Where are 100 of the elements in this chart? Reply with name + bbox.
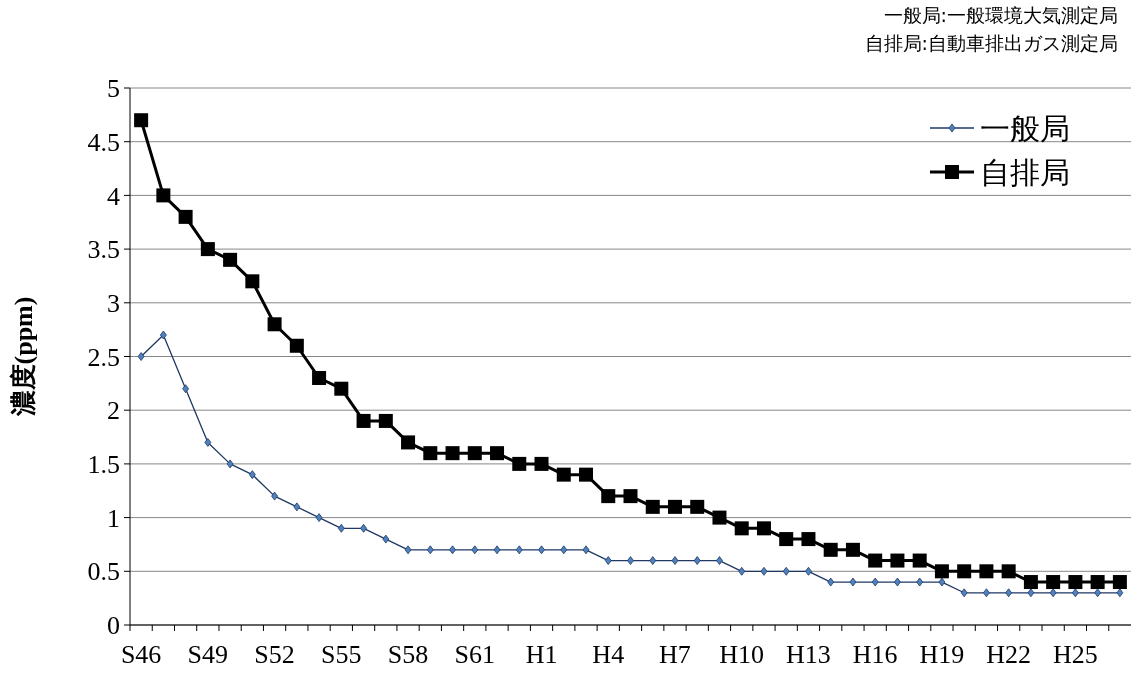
text: 自排局:自動車排出ガス測定局 <box>864 32 1118 54</box>
point <box>426 545 434 555</box>
point <box>356 413 371 428</box>
point <box>248 470 256 480</box>
x-tick-label: S49 <box>187 640 229 669</box>
point <box>845 542 860 557</box>
point <box>334 381 349 396</box>
x-tick-label: S55 <box>321 640 362 669</box>
point <box>1049 588 1057 598</box>
point <box>734 521 749 536</box>
point <box>1068 575 1083 590</box>
point <box>404 545 412 555</box>
point <box>137 352 145 361</box>
point <box>760 566 768 576</box>
x-tick-label: S52 <box>254 640 295 669</box>
legend-label: 一般局 <box>980 110 1070 146</box>
point <box>378 413 393 428</box>
x-tick-label: H1 <box>525 640 558 669</box>
x-tick-label: S46 <box>120 640 162 669</box>
point <box>312 370 327 385</box>
x-tick-label: H25 <box>1053 640 1098 669</box>
point <box>712 510 727 525</box>
point <box>1094 588 1102 598</box>
point <box>667 499 682 514</box>
x-tick-label: H22 <box>986 640 1032 669</box>
point <box>471 545 479 555</box>
point <box>890 553 905 568</box>
point <box>579 467 594 482</box>
x-tick-label: S58 <box>387 640 429 669</box>
point <box>801 532 816 547</box>
point <box>1046 575 1061 590</box>
point <box>805 566 812 576</box>
point <box>423 446 438 461</box>
point <box>204 438 212 447</box>
point <box>226 459 234 469</box>
point <box>182 384 190 394</box>
point <box>912 553 927 568</box>
point <box>916 577 924 587</box>
point <box>200 242 215 257</box>
point <box>627 556 634 565</box>
point <box>382 534 390 544</box>
point <box>1090 575 1105 590</box>
point <box>159 330 167 340</box>
point <box>934 564 949 579</box>
point <box>337 523 345 533</box>
point <box>401 435 416 450</box>
point <box>983 588 990 598</box>
point <box>690 499 705 514</box>
y-tick-label: 5 <box>107 74 120 104</box>
point <box>779 532 794 547</box>
point <box>467 446 482 461</box>
legend-label: 自排局 <box>980 154 1070 190</box>
point <box>868 553 883 568</box>
point <box>1071 588 1079 598</box>
point <box>493 545 501 555</box>
point <box>716 556 723 565</box>
point <box>293 502 301 512</box>
point <box>601 489 616 504</box>
point <box>1001 564 1016 579</box>
point <box>671 556 679 565</box>
point <box>512 456 527 471</box>
point <box>849 577 857 587</box>
point <box>245 274 260 289</box>
point <box>449 545 456 555</box>
point <box>556 467 571 482</box>
y-tick-label: 1.5 <box>87 450 120 479</box>
point <box>960 588 968 598</box>
point <box>534 456 549 471</box>
point <box>645 499 660 514</box>
point <box>1005 588 1013 598</box>
point <box>178 209 193 224</box>
point <box>823 542 838 557</box>
y-tick-label: 1 <box>107 503 120 533</box>
point <box>271 491 278 501</box>
point <box>1027 588 1035 598</box>
point <box>756 521 771 536</box>
point <box>693 556 701 565</box>
point <box>289 338 304 353</box>
point <box>515 545 523 555</box>
point <box>445 446 460 461</box>
point <box>490 446 505 461</box>
y-tick-label: 2 <box>107 396 120 426</box>
y-tick-label: 2.5 <box>87 342 120 372</box>
y-tick-label: 0 <box>107 611 120 641</box>
point <box>871 577 879 587</box>
y-tick-label: 0.5 <box>87 557 120 587</box>
point <box>738 566 746 576</box>
point <box>560 545 568 555</box>
point <box>315 513 323 522</box>
point <box>623 489 638 504</box>
point <box>1112 575 1127 590</box>
point <box>979 564 994 579</box>
x-tick-label: S61 <box>454 640 496 669</box>
point <box>1023 575 1038 590</box>
point <box>894 577 901 587</box>
x-tick-label: H16 <box>852 640 898 669</box>
point <box>134 113 149 128</box>
point <box>156 188 171 203</box>
y-tick-label: 4.5 <box>87 127 120 157</box>
point <box>604 556 612 565</box>
